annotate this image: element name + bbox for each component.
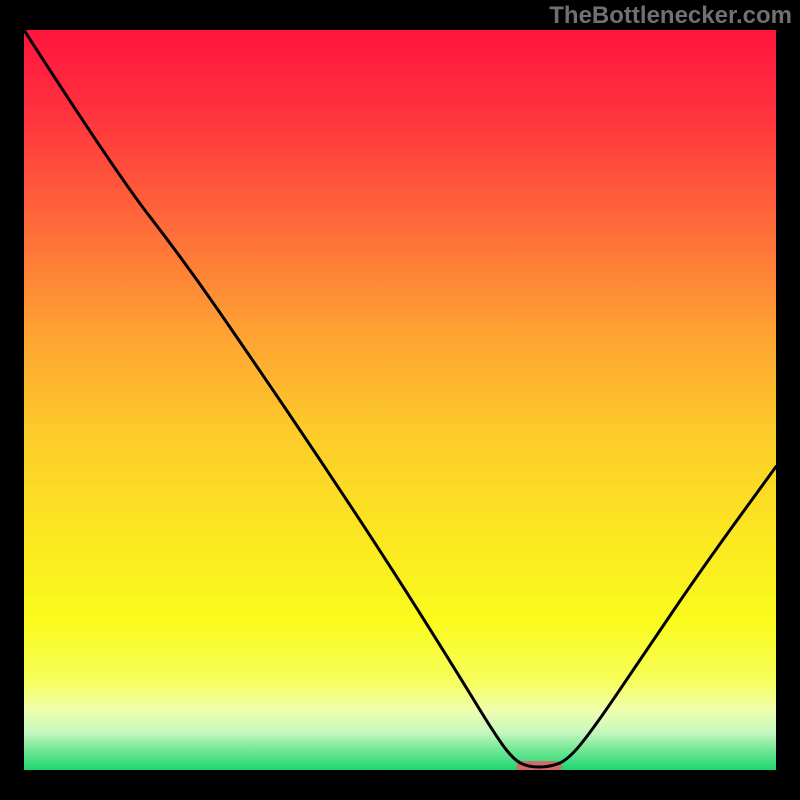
watermark-text: TheBottlenecker.com: [549, 2, 792, 30]
plot-area: [24, 30, 776, 770]
curve-svg: [24, 30, 776, 770]
chart-container: TheBottlenecker.com: [0, 0, 800, 800]
bottleneck-curve: [24, 30, 776, 767]
